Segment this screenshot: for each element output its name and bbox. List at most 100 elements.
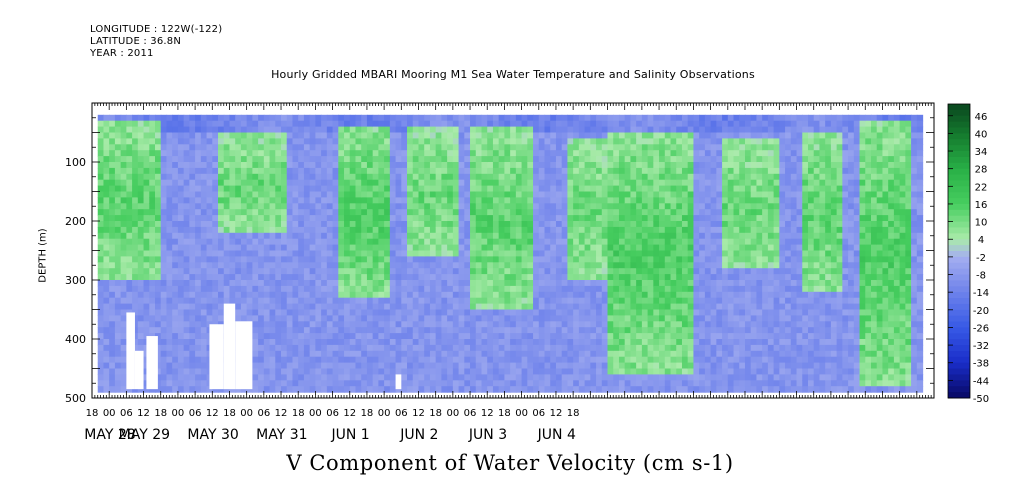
heatmap-cell bbox=[183, 232, 190, 240]
heatmap-cell bbox=[487, 333, 494, 340]
heatmap-cell bbox=[596, 238, 603, 246]
heatmap-cell bbox=[126, 386, 133, 393]
heatmap-cell bbox=[172, 215, 179, 222]
heatmap-cell bbox=[189, 374, 196, 381]
heatmap-cell bbox=[567, 221, 574, 228]
heatmap-cell bbox=[349, 120, 357, 128]
heatmap-cell bbox=[584, 144, 591, 151]
heatmap-cell bbox=[441, 362, 448, 370]
heatmap-cell bbox=[641, 333, 649, 340]
heatmap-cell bbox=[177, 156, 185, 163]
heatmap-cell bbox=[263, 185, 271, 193]
heatmap-cell bbox=[498, 114, 506, 122]
heatmap-cell bbox=[418, 191, 425, 198]
heatmap-cell bbox=[384, 126, 391, 134]
heatmap-cell bbox=[647, 374, 654, 381]
heatmap-cell bbox=[366, 238, 374, 246]
heatmap-cell bbox=[447, 156, 454, 163]
heatmap-cell bbox=[132, 226, 139, 234]
heatmap-cell bbox=[160, 209, 168, 216]
heatmap-cell bbox=[630, 285, 637, 293]
heatmap-cell bbox=[338, 350, 345, 358]
heatmap-cell bbox=[378, 209, 385, 216]
heatmap-cell bbox=[269, 309, 276, 316]
heatmap-cell bbox=[269, 203, 276, 210]
heatmap-cell bbox=[664, 203, 672, 210]
heatmap-cell bbox=[435, 274, 442, 281]
heatmap-cell bbox=[544, 291, 551, 299]
heatmap-cell bbox=[544, 156, 551, 163]
heatmap-cell bbox=[195, 179, 202, 187]
heatmap-cell bbox=[183, 215, 190, 222]
heatmap-cell bbox=[200, 144, 208, 151]
heatmap-cell bbox=[160, 162, 168, 169]
heatmap-cell bbox=[464, 344, 471, 352]
heatmap-cell bbox=[596, 268, 603, 275]
heatmap-cell bbox=[349, 185, 357, 193]
heatmap-cell bbox=[103, 350, 110, 358]
heatmap-cell bbox=[624, 274, 632, 281]
heatmap-cell bbox=[240, 274, 248, 281]
heatmap-cell bbox=[641, 285, 649, 293]
heatmap-cell bbox=[521, 327, 528, 334]
heatmap-cell bbox=[653, 291, 660, 299]
heatmap-cell bbox=[155, 350, 162, 358]
heatmap-cell bbox=[521, 215, 528, 222]
heatmap-cell bbox=[195, 386, 202, 393]
heatmap-cell bbox=[120, 238, 127, 246]
heatmap-cell bbox=[344, 238, 351, 246]
heatmap-cell bbox=[624, 268, 632, 275]
heatmap-cell bbox=[458, 368, 465, 375]
heatmap-cell bbox=[384, 203, 391, 210]
heatmap-cell bbox=[269, 173, 276, 181]
heatmap-cell bbox=[372, 232, 379, 240]
heatmap-cell bbox=[206, 114, 213, 122]
heatmap-cell bbox=[321, 327, 328, 334]
heatmap-cell bbox=[286, 167, 294, 175]
heatmap-cell bbox=[452, 250, 460, 257]
heatmap-cell bbox=[189, 197, 196, 204]
heatmap-cell bbox=[515, 250, 523, 257]
heatmap-cell bbox=[521, 262, 528, 269]
heatmap-cell bbox=[510, 285, 517, 293]
heatmap-cell bbox=[653, 268, 660, 275]
heatmap-cell bbox=[120, 185, 127, 193]
heatmap-cell bbox=[321, 191, 328, 198]
heatmap-cell bbox=[429, 356, 437, 364]
heatmap-cell bbox=[281, 274, 288, 281]
heatmap-cell bbox=[258, 315, 265, 322]
heatmap-cell bbox=[653, 339, 660, 346]
heatmap-cell bbox=[527, 238, 534, 246]
heatmap-cell bbox=[481, 232, 488, 240]
heatmap-cell bbox=[114, 120, 122, 128]
heatmap-cell bbox=[407, 244, 414, 252]
heatmap-cell bbox=[601, 173, 609, 181]
heatmap-cell bbox=[647, 209, 654, 216]
heatmap-cell bbox=[435, 368, 442, 375]
heatmap-cell bbox=[693, 309, 700, 316]
heatmap-cell bbox=[693, 350, 700, 358]
heatmap-cell bbox=[349, 221, 357, 228]
heatmap-cell bbox=[372, 333, 379, 340]
heatmap-cell bbox=[424, 209, 431, 216]
heatmap-cell bbox=[395, 150, 402, 157]
heatmap-cell bbox=[510, 368, 517, 375]
heatmap-cell bbox=[401, 350, 408, 358]
heatmap-cell bbox=[177, 321, 185, 328]
heatmap-cell bbox=[321, 144, 328, 151]
heatmap-cell bbox=[464, 303, 471, 311]
heatmap-cell bbox=[693, 250, 700, 257]
heatmap-cell bbox=[309, 339, 316, 346]
heatmap-cell bbox=[515, 268, 523, 275]
heatmap-cell bbox=[332, 132, 339, 139]
heatmap-cell bbox=[149, 197, 156, 204]
heatmap-cell bbox=[269, 350, 276, 358]
heatmap-cell bbox=[235, 138, 242, 145]
heatmap-cell bbox=[664, 368, 672, 375]
heatmap-cell bbox=[200, 167, 208, 175]
heatmap-cell bbox=[538, 280, 546, 287]
heatmap-cell bbox=[681, 191, 689, 198]
heatmap-cell bbox=[641, 126, 649, 134]
heatmap-cell bbox=[298, 226, 305, 234]
heatmap-cell bbox=[332, 197, 339, 204]
